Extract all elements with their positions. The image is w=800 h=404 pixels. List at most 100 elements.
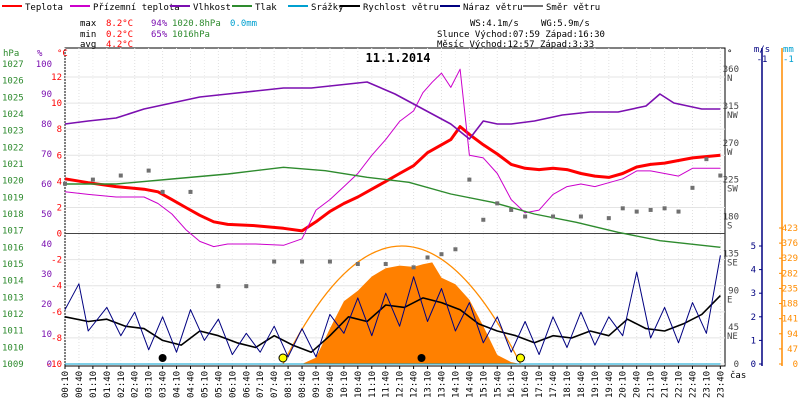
direction-tick-label: 45	[728, 323, 739, 333]
temp-tick-label: -2	[51, 256, 62, 266]
hpa-tick-label: 1012	[2, 310, 24, 320]
hpa-tick-label: 1011	[2, 327, 24, 337]
temp-tick-label: -6	[51, 308, 62, 318]
unit-percent: %	[37, 49, 43, 59]
sunrise-marker	[278, 353, 288, 363]
wm-tick-label: 376	[782, 239, 798, 249]
direction-compass-label: E	[727, 295, 732, 305]
stats-avg-label: avg	[80, 40, 96, 50]
time-tick-label: 01:40	[103, 371, 113, 398]
ms-tick-label: 1	[751, 336, 756, 346]
direction-compass-label: NE	[727, 332, 738, 342]
time-tick-label: 21:10	[647, 371, 657, 398]
time-tick-label: 14:10	[451, 371, 461, 398]
wm-tick-label: 423	[782, 224, 798, 234]
series-naraz-vetru	[64, 255, 721, 358]
time-tick-label: 15:10	[479, 371, 489, 398]
time-tick-label: 04:10	[173, 371, 183, 398]
direction-compass-label: N	[727, 74, 732, 84]
wind-direction-point	[648, 207, 653, 212]
direction-compass-label: NW	[727, 111, 738, 121]
time-tick-label: 05:10	[200, 371, 210, 398]
direction-tick-label: 135	[723, 249, 739, 259]
percent-tick-label: 20	[41, 300, 52, 310]
stats-wg: WG:5.9m/s	[541, 19, 590, 29]
time-tick-label: 02:40	[131, 371, 141, 398]
hpa-tick-label: 1015	[2, 260, 24, 270]
time-axis: 00:10 00:40 01:10 01:40 02:10 02:40 03:10 03:40…	[61, 366, 726, 398]
unit-hpa: hPa	[3, 49, 19, 59]
hpa-tick-label: 1022	[2, 143, 24, 153]
temp-tick-label: 10	[51, 99, 62, 109]
legend-label: Teplota	[25, 3, 63, 13]
solar-radiation-fill	[302, 262, 521, 364]
wind-direction-point	[676, 209, 681, 214]
hpa-tick-label: 1019	[2, 193, 24, 203]
series-teplota	[64, 125, 721, 233]
time-tick-label: 17:40	[549, 371, 559, 398]
percent-tick-label: 100	[36, 60, 52, 70]
percent-tick-label: 80	[41, 120, 52, 130]
stats-max-hum: 94%	[151, 19, 168, 29]
wm-tick-label: 0	[793, 360, 798, 370]
wind-direction-point	[355, 262, 360, 267]
time-tick-label: 00:40	[75, 371, 85, 398]
wm-tick-label: 47	[787, 345, 798, 355]
legend-label: Přízemní teplota	[93, 3, 180, 13]
wind-direction-point	[578, 214, 583, 219]
stats-avg-temp: 4.2°C	[106, 40, 133, 50]
wind-direction-point	[90, 177, 95, 182]
wind-direction-point	[272, 259, 277, 264]
direction-tick-label: 225	[723, 176, 739, 186]
time-tick-label: 13:40	[437, 371, 447, 398]
wind-direction-point	[523, 214, 528, 219]
stats-max-temp: 8.2°C	[106, 19, 133, 29]
legend-label: Náraz větru	[463, 3, 523, 13]
stats-min-label: min	[80, 30, 96, 40]
time-tick-label: 23:10	[702, 371, 712, 398]
percent-tick-label: 40	[41, 240, 52, 250]
direction-compass-label: SE	[727, 258, 738, 268]
time-tick-label: 10:10	[340, 371, 350, 398]
left-axes: 1027102610251024102310221021102010191018…	[2, 60, 62, 370]
sun-arc	[282, 245, 522, 365]
time-tick-label: 02:10	[117, 371, 127, 398]
hpa-tick-label: 1026	[2, 77, 24, 87]
wm-tick-label: 235	[782, 284, 798, 294]
wind-direction-point	[188, 189, 193, 194]
wind-direction-point	[509, 207, 514, 212]
wind-direction-point	[216, 284, 221, 289]
time-tick-label: 05:40	[214, 371, 224, 398]
time-tick-label: 09:10	[312, 371, 322, 398]
time-tick-label: 06:10	[228, 371, 238, 398]
time-tick-label: 20:10	[619, 371, 629, 398]
wind-direction-point	[425, 255, 430, 260]
hpa-tick-label: 1027	[2, 60, 24, 70]
legend-label: Srážky	[311, 3, 344, 13]
wind-direction-point	[634, 209, 639, 214]
wind-direction-point	[244, 284, 249, 289]
ms-tick-label: 2	[751, 313, 756, 323]
time-tick-label: 18:40	[577, 371, 587, 398]
legend: Teplota Přízemní teplota Vlhkost Tlak Srážky…	[2, 3, 600, 13]
moonrise-marker	[417, 354, 426, 362]
legend-item-rychlost-vetru: Rychlost větru	[340, 3, 439, 13]
percent-tick-label: 30	[41, 270, 52, 280]
hpa-tick-label: 1024	[2, 110, 24, 120]
wm-tick-label: 188	[782, 300, 798, 310]
hpa-tick-label: 1025	[2, 93, 24, 103]
wind-direction-point	[551, 214, 556, 219]
hpa-tick-label: 1013	[2, 293, 24, 303]
wm-tick-label: 329	[782, 254, 798, 264]
direction-compass-label: W	[727, 148, 733, 158]
direction-tick-label: 360	[723, 65, 739, 75]
direction-tick-label: 315	[723, 102, 739, 112]
hpa-tick-label: 1021	[2, 160, 24, 170]
sunset-marker	[515, 353, 525, 363]
temp-tick-label: 8	[57, 125, 62, 135]
direction-tick-label: 180	[723, 213, 739, 223]
wind-direction-point	[481, 217, 486, 222]
temp-tick-label: 4	[57, 177, 62, 187]
time-tick-label: 03:10	[145, 371, 155, 398]
wind-direction-point	[63, 181, 67, 186]
